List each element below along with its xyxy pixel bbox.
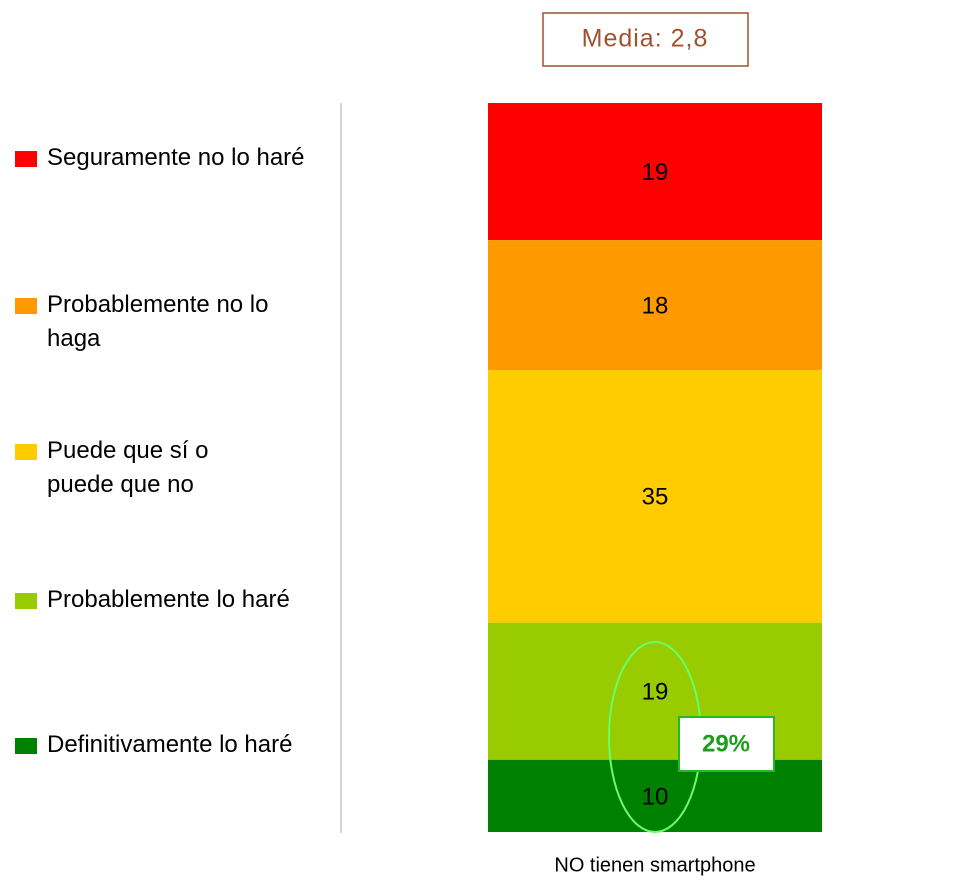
bar-segment: [488, 103, 822, 241]
category-label: NO tienen smartphone: [554, 854, 755, 876]
bar-segment: [488, 240, 822, 371]
legend-item: Probablemente no lo haga: [15, 288, 305, 356]
pct-box: [678, 716, 775, 772]
legend-label: Seguramente no lo haré: [47, 144, 305, 171]
legend-swatch: [15, 151, 37, 167]
legend-label: Probablemente lo haré: [47, 586, 290, 613]
value-label: 19: [642, 679, 669, 706]
legend-item: Probablemente lo haré: [15, 583, 315, 617]
legend-swatch: [15, 298, 37, 314]
value-label: 10: [642, 783, 669, 810]
legend-item: Definitivamente lo haré: [15, 728, 315, 762]
value-label: 18: [642, 292, 669, 319]
value-label: 35: [642, 484, 669, 511]
bar-segment: [488, 370, 822, 623]
legend-swatch: [15, 593, 37, 609]
pct-label: 29%: [702, 730, 750, 757]
legend-swatch: [15, 444, 37, 460]
legend-item: Puede que sí o puede que no: [15, 434, 240, 502]
legend-swatch: [15, 738, 37, 754]
legend-label: Definitivamente lo haré: [47, 731, 293, 758]
bars: 19 18 35 19 10: [488, 103, 822, 832]
mean-box: [542, 12, 749, 67]
value-label: 19: [642, 159, 669, 186]
legend-item: Seguramente no lo haré: [15, 141, 315, 175]
legend-label: Probablemente no lo haga: [47, 291, 269, 352]
mean-label: Media: 2,8: [582, 25, 709, 53]
legend-label: Puede que sí o puede que no: [47, 437, 209, 498]
